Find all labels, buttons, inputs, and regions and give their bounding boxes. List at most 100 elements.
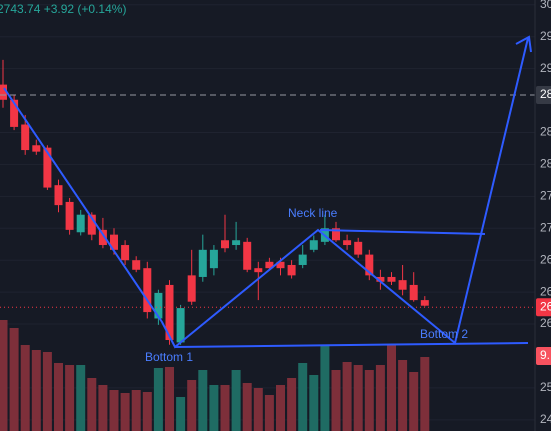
candle-body	[54, 185, 63, 206]
y-tick-label: 26	[540, 252, 551, 266]
neck-line	[319, 229, 486, 235]
price-box-label: 26	[540, 299, 551, 313]
volume-bar	[320, 345, 330, 431]
volume-bar	[109, 390, 119, 431]
candle-body	[332, 228, 340, 241]
bottom2-label: Bottom 2	[420, 327, 468, 341]
volume-bar	[309, 375, 319, 431]
candle-body	[143, 268, 152, 313]
y-tick-label: 26	[540, 284, 551, 298]
bottom-line	[174, 342, 529, 348]
candle-body	[287, 264, 296, 276]
volume-bar	[242, 383, 252, 431]
y-tick-label: 25	[540, 380, 551, 394]
candle-body	[121, 245, 130, 261]
volume-bar	[375, 365, 385, 431]
y-tick-label: 26	[540, 316, 551, 330]
volume-box	[536, 347, 551, 365]
y-tick-label: 27	[540, 189, 551, 203]
y-tick-label: 27	[540, 220, 551, 234]
candle-body	[387, 276, 396, 282]
volume-bar	[398, 360, 408, 431]
volume-bar	[142, 392, 152, 431]
volume-bar	[276, 385, 285, 431]
volume-bar	[120, 393, 130, 431]
volume-pane	[0, 320, 430, 431]
volume-bar	[387, 345, 396, 431]
volume-bar	[209, 385, 219, 431]
volume-bar	[331, 370, 341, 431]
pattern-drawing	[3, 35, 532, 349]
candle-body	[309, 240, 318, 250]
candle-body	[10, 99, 19, 127]
volume-bar	[176, 397, 186, 431]
candle-body	[354, 241, 363, 255]
volume-bar	[287, 378, 297, 431]
volume-bar	[253, 388, 263, 431]
candle-body	[32, 145, 41, 152]
candle-body	[187, 275, 196, 302]
volume-bar	[187, 380, 197, 431]
candle-body	[209, 249, 218, 269]
volume-bar	[87, 378, 97, 431]
arrow-head	[515, 35, 532, 53]
volume-bar	[9, 328, 19, 431]
volume-bar	[98, 385, 108, 431]
candle-body	[198, 249, 207, 277]
candle-body	[409, 284, 418, 301]
candle-body	[420, 300, 429, 306]
candle-body	[98, 229, 107, 246]
candle-body	[165, 284, 174, 341]
candle-body	[221, 240, 229, 249]
candle-body	[132, 260, 141, 270]
volume-bar	[31, 350, 41, 431]
volume-bar	[131, 390, 141, 431]
y-tick-label: 24	[540, 412, 551, 426]
price-box	[536, 85, 551, 104]
candle-body	[232, 240, 241, 246]
volume-bar	[65, 365, 75, 431]
volume-bar	[20, 345, 30, 431]
volume-bar	[165, 367, 174, 431]
volume-bar	[342, 362, 352, 431]
pattern-line	[3, 37, 529, 349]
candle-body	[276, 261, 285, 269]
bottom1-label: Bottom 1	[145, 350, 193, 364]
volume-bar	[153, 368, 163, 431]
candle-body	[376, 276, 385, 282]
candle-body	[87, 214, 96, 235]
candle-body	[176, 308, 185, 343]
volume-bar	[353, 365, 363, 431]
volume-bar	[364, 370, 374, 431]
volume-bar	[298, 363, 308, 431]
volume-bar	[198, 370, 208, 431]
y-tick-label: 29	[540, 61, 551, 75]
volume-bar	[220, 385, 230, 431]
y-tick-label: 29	[540, 29, 551, 43]
price-box	[536, 298, 551, 317]
y-tick-label: 28	[540, 125, 551, 139]
candle-body	[43, 147, 52, 188]
candle-body	[365, 254, 374, 276]
candle-body	[265, 261, 274, 269]
volume-bar	[76, 365, 86, 431]
grid	[0, 4, 535, 421]
price-lines: 28 26 9.	[0, 85, 551, 365]
header-quote: 2743.74 +3.92 (+0.14%)	[0, 2, 126, 16]
price-box-label: 28	[540, 87, 551, 101]
volume-bar	[54, 363, 63, 431]
candle-body	[398, 280, 407, 290]
candle-body	[0, 84, 7, 100]
volume-bar	[42, 352, 52, 431]
y-tick-label: 30	[540, 0, 551, 11]
volume-bar	[409, 372, 419, 431]
candle-body	[254, 268, 263, 273]
volume-bar	[420, 357, 430, 431]
candle-body	[154, 292, 163, 319]
volume-bar	[264, 395, 274, 431]
volume-bar	[0, 320, 8, 431]
candle-body	[298, 254, 307, 265]
